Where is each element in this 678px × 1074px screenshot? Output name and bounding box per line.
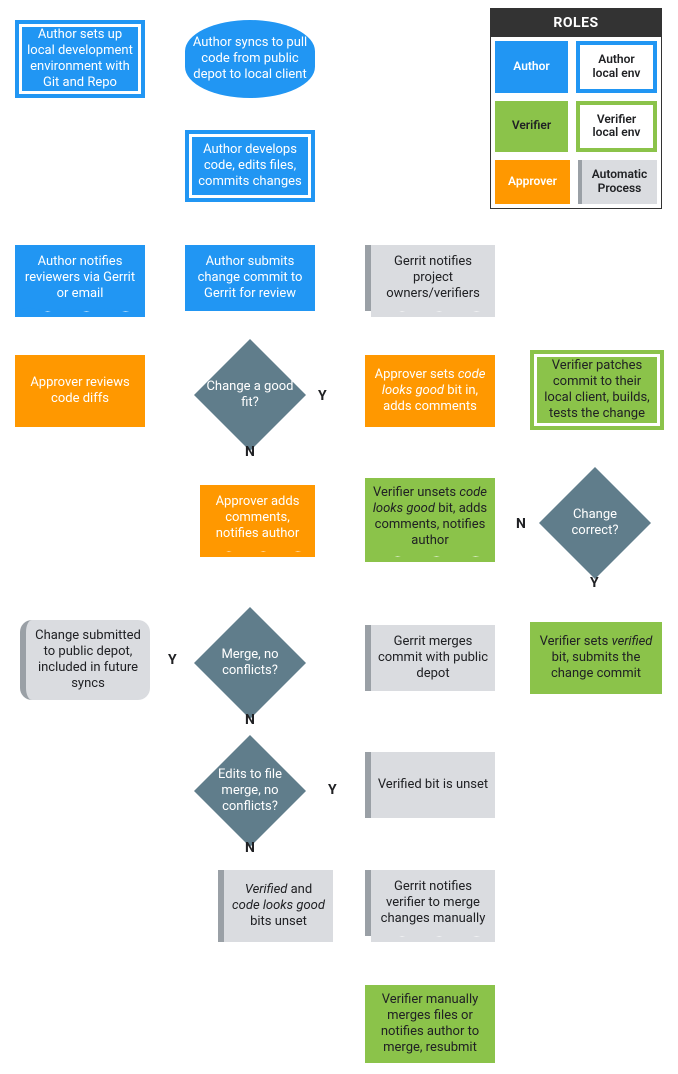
node-author-sync: Author syncs to pull code from public de… (185, 20, 315, 98)
node-verifier-set-verified: Verifier sets verified bit, submits the … (530, 622, 662, 694)
roles-verifier-env: Verifier local env (576, 101, 657, 153)
node-author-notify: Author notifies reviewers via Gerrit or … (15, 245, 145, 311)
node-depot-include: Change submitted to public depot, includ… (20, 620, 150, 700)
term-verified-2: Verified (245, 882, 288, 897)
decision-change-correct: Change correct? (540, 468, 650, 578)
node-both-bits-unset: Verified and code looks good bits unset (218, 870, 333, 942)
node-verifier-patch: Verifier patches commit to their local c… (530, 350, 664, 430)
roles-verifier: Verifier (495, 101, 568, 153)
text-bits-unset: bits unset (250, 914, 307, 929)
node-gerrit-notify-owners: Gerrit notifies project owners/verifiers (365, 245, 495, 311)
node-author-develop: Author develops code, edits files, commi… (185, 130, 315, 202)
node-approver-set-clg: Approver sets code looks good bit in, ad… (365, 355, 495, 427)
flowchart-canvas: Author sets up local development environ… (0, 0, 678, 1074)
label-correct-n: N (516, 516, 526, 532)
roles-auto-process: Automatic Process (578, 160, 657, 204)
roles-author: Author (495, 41, 568, 93)
roles-row-author: Author Author local env (491, 37, 661, 97)
text-verifier-sets: Verifier sets (540, 634, 612, 649)
label-edits-n: N (245, 840, 255, 856)
node-verifier-manual-merge: Verifier manually merges files or notifi… (365, 985, 495, 1063)
term-verified: verified (612, 634, 653, 649)
roles-title: ROLES (491, 9, 661, 37)
roles-row-approver: Approver Automatic Process (491, 156, 661, 208)
label-merge-n: N (245, 712, 255, 728)
label-edits-y: Y (328, 782, 337, 798)
roles-legend: ROLES Author Author local env Verifier V… (490, 8, 662, 209)
term-clg-3: code looks good (232, 898, 325, 913)
node-gerrit-notify-verifier: Gerrit notifies verifier to merge change… (365, 870, 495, 936)
roles-row-verifier: Verifier Verifier local env (491, 97, 661, 157)
label-goodfit-y: Y (318, 388, 327, 404)
node-verified-unset: Verified bit is unset (365, 752, 495, 818)
node-author-submit: Author submits change commit to Gerrit f… (185, 245, 315, 311)
label-merge-y: Y (168, 652, 177, 668)
node-gerrit-merge: Gerrit merges commit with public depot (365, 625, 495, 691)
node-author-setup-env: Author sets up local development environ… (15, 20, 145, 98)
text-and: and (287, 882, 312, 897)
node-approver-review: Approver reviews code diffs (15, 355, 145, 427)
text-bit-submits: bit, submits the change commit (551, 650, 641, 681)
label-goodfit-n: N (245, 444, 255, 460)
roles-approver: Approver (495, 160, 570, 204)
decision-good-fit: Change a good fit? (195, 340, 305, 450)
label-correct-y: Y (590, 575, 599, 591)
node-approver-add-comments: Approver adds comments, notifies author (200, 485, 315, 551)
text-verifier-unsets: Verifier unsets (373, 485, 459, 500)
roles-author-env: Author local env (576, 41, 657, 93)
decision-edits-merge: Edits to file merge, no conflicts? (195, 736, 305, 846)
node-verifier-unset-clg: Verifier unsets code looks good bit, add… (365, 478, 495, 556)
decision-merge: Merge, no conflicts? (195, 608, 305, 718)
text-approver-sets: Approver sets (375, 367, 458, 382)
